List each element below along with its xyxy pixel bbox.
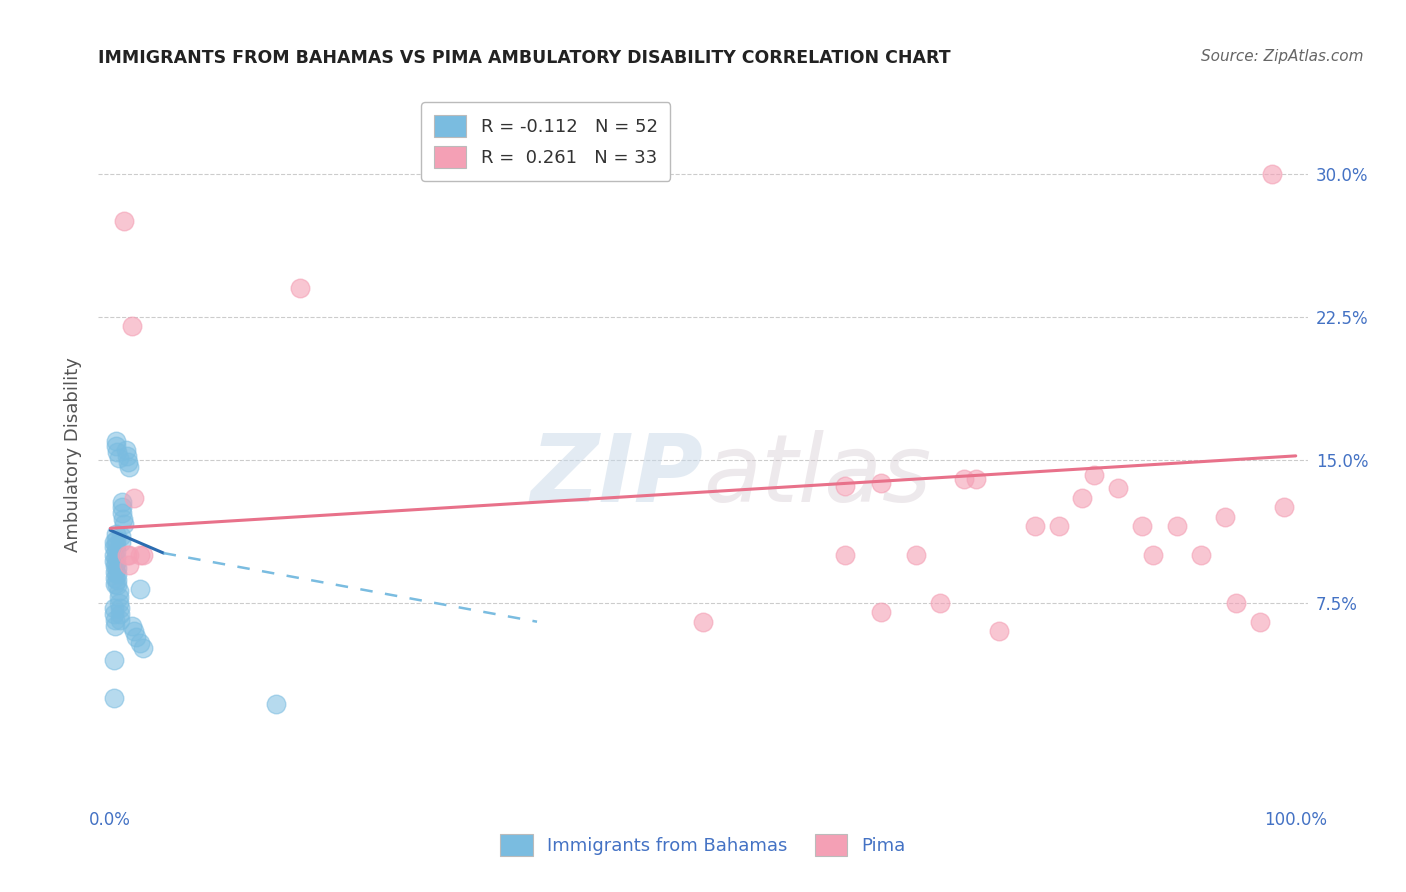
Legend: Immigrants from Bahamas, Pima: Immigrants from Bahamas, Pima [494,827,912,863]
Point [103,554,125,568]
Point [1083,467,1105,482]
Point [1189,548,1212,562]
Point [114,443,136,458]
Point [103,601,125,615]
Point [1130,519,1153,533]
Point [118,460,141,475]
Point [1107,481,1129,495]
Point [1249,615,1271,629]
Point [104,613,127,627]
Point [129,548,152,562]
Point [118,548,141,562]
Point [105,539,128,553]
Point [105,533,128,547]
Point [988,624,1011,639]
Point [104,559,127,574]
Y-axis label: Ambulatory Disability: Ambulatory Disability [65,358,83,552]
Point [115,449,138,463]
Point [105,556,128,570]
Point [105,567,128,582]
Point [105,573,128,587]
Point [108,601,131,615]
Point [103,541,125,555]
Point [1261,167,1284,181]
Point [103,607,125,621]
Point [103,534,125,549]
Point [112,512,135,526]
Point [288,281,311,295]
Point [129,635,152,649]
Point [929,596,952,610]
Point [965,472,987,486]
Point [104,571,127,585]
Point [111,494,134,508]
Point [105,549,128,564]
Point [115,548,138,562]
Point [105,434,128,448]
Point [121,618,143,632]
Point [114,214,136,228]
Point [103,548,125,562]
Point [104,565,127,579]
Point [129,582,152,597]
Point [111,506,134,520]
Point [1213,509,1236,524]
Text: ZIP: ZIP [530,430,703,522]
Point [834,548,856,562]
Text: atlas: atlas [703,430,931,521]
Point [692,615,714,629]
Point [952,472,974,486]
Point [117,454,139,468]
Point [125,630,148,644]
Point [107,596,129,610]
Point [108,613,131,627]
Text: Source: ZipAtlas.com: Source: ZipAtlas.com [1201,49,1364,64]
Point [103,690,125,705]
Point [1047,519,1070,533]
Point [105,578,128,592]
Point [111,500,134,515]
Point [110,529,132,543]
Point [103,653,125,667]
Point [105,527,128,541]
Point [105,445,128,459]
Point [132,641,155,656]
Point [104,576,127,591]
Point [105,561,128,575]
Point [122,491,145,505]
Point [118,558,141,572]
Point [107,450,129,465]
Point [121,319,143,334]
Point [1142,548,1164,562]
Text: IMMIGRANTS FROM BAHAMAS VS PIMA AMBULATORY DISABILITY CORRELATION CHART: IMMIGRANTS FROM BAHAMAS VS PIMA AMBULATO… [98,49,950,67]
Point [104,618,127,632]
Point [110,534,132,549]
Point [122,624,145,639]
Point [1225,596,1247,610]
Point [1071,491,1094,505]
Point [114,517,136,532]
Point [107,590,129,604]
Point [1024,519,1046,533]
Point [264,697,287,711]
Point [105,439,128,453]
Point [107,584,129,599]
Point [1166,519,1188,533]
Point [108,607,131,621]
Point [132,548,155,562]
Point [905,548,928,562]
Point [105,544,128,558]
Point [869,475,891,490]
Point [869,605,891,619]
Point [1272,500,1295,515]
Point [834,479,856,493]
